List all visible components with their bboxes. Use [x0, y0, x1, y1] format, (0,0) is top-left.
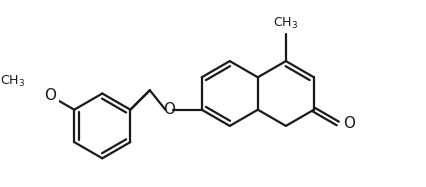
Text: O: O [163, 102, 175, 117]
Text: CH$_3$: CH$_3$ [273, 16, 298, 31]
Text: CH$_3$: CH$_3$ [0, 74, 25, 89]
Text: O: O [44, 88, 56, 103]
Text: O: O [342, 116, 354, 131]
